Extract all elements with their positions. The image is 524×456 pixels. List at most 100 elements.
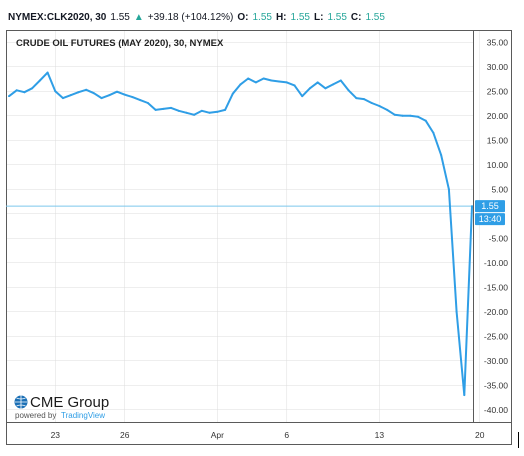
data-point bbox=[386, 108, 389, 111]
tradingview-link[interactable]: TradingView bbox=[61, 411, 105, 420]
data-point bbox=[62, 97, 65, 100]
data-point bbox=[301, 95, 304, 98]
data-point bbox=[54, 90, 57, 93]
data-point bbox=[108, 94, 111, 97]
data-point bbox=[154, 108, 157, 111]
close-label: C: bbox=[350, 11, 362, 23]
chart-frame[interactable]: CRUDE OIL FUTURES (MAY 2020), 30, NYMEX … bbox=[6, 30, 512, 446]
data-point bbox=[393, 113, 396, 116]
open-value: 1.55 bbox=[252, 11, 272, 23]
data-point bbox=[239, 83, 242, 86]
plot-area-border bbox=[6, 30, 474, 423]
data-point bbox=[193, 113, 196, 116]
data-point bbox=[69, 94, 72, 97]
data-point bbox=[254, 81, 257, 84]
data-point bbox=[409, 114, 412, 117]
data-point bbox=[38, 79, 41, 82]
cme-logo-text: CME Group bbox=[30, 394, 109, 411]
data-point bbox=[185, 111, 188, 114]
x-tick-label: 20 bbox=[475, 430, 485, 440]
series-points bbox=[8, 71, 473, 397]
y-tick-label: -20.00 bbox=[484, 307, 508, 317]
open-label: O: bbox=[237, 11, 249, 23]
data-point bbox=[31, 87, 34, 90]
data-point bbox=[416, 115, 419, 118]
symbol-label: NYMEX:CLK2020, 30 bbox=[8, 11, 107, 23]
data-point bbox=[100, 97, 103, 100]
data-point bbox=[123, 93, 126, 96]
data-point bbox=[370, 102, 373, 105]
data-point bbox=[200, 109, 203, 112]
data-point bbox=[224, 108, 227, 111]
data-point bbox=[424, 119, 427, 122]
x-tick-label: 26 bbox=[120, 430, 130, 440]
globe-icon bbox=[14, 395, 28, 409]
data-point bbox=[247, 77, 250, 80]
y-tick-label: -30.00 bbox=[484, 356, 508, 366]
y-tick-label: -40.00 bbox=[484, 405, 508, 415]
data-point bbox=[46, 71, 49, 74]
data-point bbox=[362, 98, 365, 101]
y-tick-label: -5.00 bbox=[489, 233, 509, 243]
y-axis: 35.00 30.00 25.00 20.00 15.00 10.00 5.00 -5.00 -… bbox=[484, 37, 508, 415]
data-point bbox=[162, 107, 165, 110]
data-point bbox=[278, 80, 281, 83]
data-point bbox=[262, 77, 265, 80]
data-point bbox=[231, 92, 234, 95]
data-point bbox=[23, 91, 26, 94]
x-tick-label: Apr bbox=[211, 430, 224, 440]
data-point bbox=[8, 95, 10, 98]
price-badge: 1.55 bbox=[475, 200, 505, 213]
close-value: 1.55 bbox=[365, 11, 385, 23]
data-point bbox=[463, 394, 466, 397]
grid bbox=[7, 31, 480, 422]
data-point bbox=[146, 102, 149, 105]
y-tick-label: 35.00 bbox=[487, 37, 509, 47]
cme-logo: CME Group bbox=[14, 394, 109, 411]
data-point bbox=[447, 188, 450, 191]
y-tick-label: 20.00 bbox=[487, 111, 509, 121]
data-point bbox=[455, 310, 458, 313]
y-tick-label: -15.00 bbox=[484, 282, 508, 292]
x-tick-label: 23 bbox=[51, 430, 61, 440]
data-point bbox=[116, 90, 119, 93]
data-point bbox=[170, 106, 173, 109]
y-tick-label: 10.00 bbox=[487, 160, 509, 170]
data-point bbox=[77, 91, 80, 94]
data-point bbox=[440, 153, 443, 156]
y-tick-label: -25.00 bbox=[484, 331, 508, 341]
data-point bbox=[471, 205, 473, 208]
y-tick-label: 5.00 bbox=[491, 184, 508, 194]
data-point bbox=[401, 114, 404, 117]
data-point bbox=[285, 81, 288, 84]
y-tick-label: 15.00 bbox=[487, 135, 509, 145]
data-point bbox=[324, 87, 327, 90]
data-point bbox=[177, 109, 180, 112]
x-tick-label: 13 bbox=[375, 430, 385, 440]
data-point bbox=[270, 79, 273, 82]
data-point bbox=[15, 89, 18, 92]
data-point bbox=[293, 84, 296, 87]
data-point bbox=[308, 87, 311, 90]
low-label: L: bbox=[313, 11, 324, 23]
high-value: 1.55 bbox=[290, 11, 310, 23]
time-axis-border bbox=[6, 422, 512, 445]
data-point bbox=[92, 92, 95, 95]
triangle-up-icon: ▲ bbox=[133, 11, 144, 23]
quote-header: NYMEX:CLK2020, 30 1.55 ▲ +39.18 (+104.12… bbox=[8, 8, 385, 26]
time-badge: 13:40 bbox=[475, 213, 505, 226]
y-tick-label: 30.00 bbox=[487, 62, 509, 72]
y-tick-label: 25.00 bbox=[487, 86, 509, 96]
price-badge-text: 1.55 bbox=[481, 201, 499, 211]
last-price: 1.55 bbox=[110, 11, 130, 23]
data-point bbox=[216, 110, 219, 113]
data-point bbox=[347, 89, 350, 92]
data-point bbox=[432, 131, 435, 134]
chart-title: CRUDE OIL FUTURES (MAY 2020), 30, NYMEX bbox=[16, 38, 224, 49]
time-badge-text: 13:40 bbox=[479, 214, 502, 224]
data-point bbox=[355, 97, 358, 100]
price-chart[interactable]: CRUDE OIL FUTURES (MAY 2020), 30, NYMEX … bbox=[6, 30, 512, 446]
high-label: H: bbox=[275, 11, 287, 23]
window-edge-mark bbox=[518, 432, 519, 448]
y-tick-label: -35.00 bbox=[484, 380, 508, 390]
